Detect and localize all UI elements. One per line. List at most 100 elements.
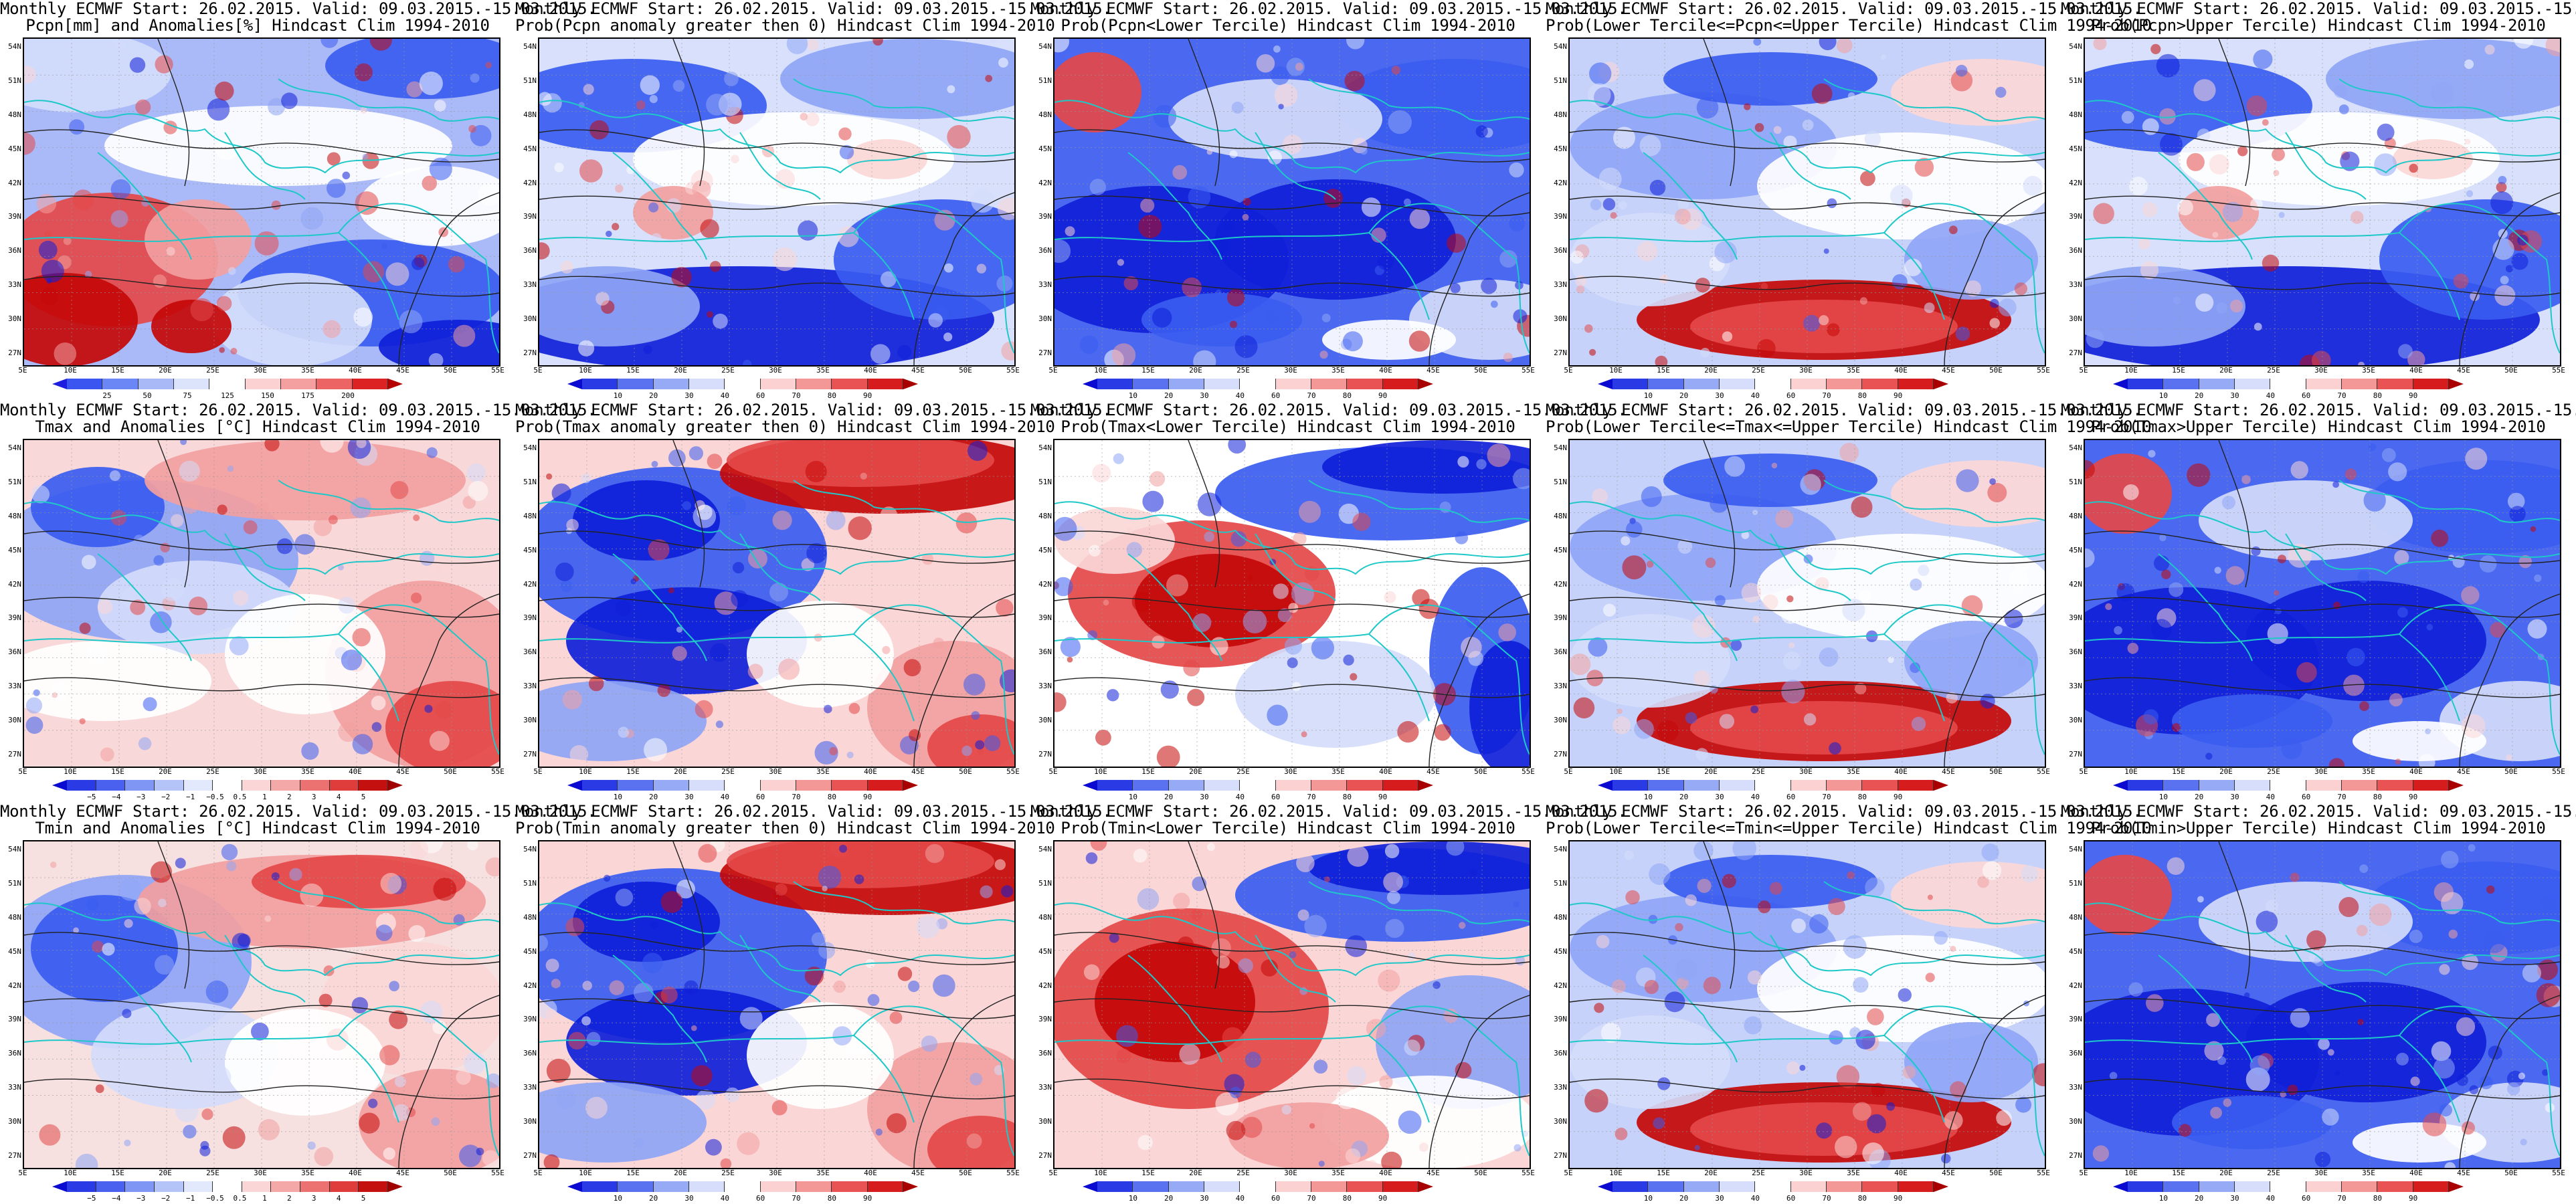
anomaly-speck	[2394, 550, 2409, 565]
anomaly-speck	[2511, 253, 2528, 270]
anomaly-speck	[1677, 539, 1693, 554]
lat-lon-grid	[539, 39, 1014, 365]
latitude-label: 33N	[8, 280, 21, 290]
anomaly-shading	[1690, 701, 1958, 755]
longitude-label: 50E	[1474, 1169, 1487, 1177]
anomaly-speck	[1827, 198, 1837, 209]
latitude-label: 45N	[8, 946, 21, 956]
anomaly-speck	[2527, 619, 2547, 639]
anomaly-speck	[468, 481, 488, 501]
anomaly-speck	[1625, 890, 1640, 905]
colorbar-tick-label: 0.5	[233, 793, 247, 801]
latitude-label: 54N	[2069, 845, 2082, 854]
anomaly-speck	[2507, 492, 2525, 510]
panel-title-line-2: Tmin and Anomalies [°C] Hindcast Clim 19…	[35, 819, 480, 837]
latitude-label: 33N	[523, 1083, 537, 1092]
longitude-label: 5E	[533, 1169, 543, 1177]
anomaly-speck	[1384, 591, 1396, 603]
latitude-label: 51N	[1554, 76, 1567, 85]
anomaly-speck	[456, 1070, 471, 1085]
colorbar-segment	[352, 379, 388, 389]
colorbar-tick-label: 70	[1307, 793, 1316, 801]
anomaly-speck	[254, 231, 279, 256]
latitude-label: 36N	[523, 246, 537, 256]
anomaly-speck	[2274, 590, 2280, 596]
colorbar-tick-label: 80	[827, 793, 836, 801]
anomaly-speck	[2338, 897, 2359, 917]
colorbar-tick-label: 4	[336, 793, 341, 801]
longitude-label: 40E	[1379, 767, 1392, 776]
anomaly-speck	[1946, 692, 1958, 704]
anomaly-speck	[1301, 731, 1307, 738]
longitude-label: 50E	[1989, 767, 2003, 776]
colorbar-segment	[1347, 379, 1383, 389]
anomaly-speck	[2333, 84, 2348, 98]
anomaly-speck	[1602, 603, 1617, 617]
anomaly-speck	[2169, 582, 2184, 597]
anomaly-speck	[2009, 569, 2029, 589]
anomaly-speck	[839, 144, 854, 160]
longitude-label: 20E	[1189, 366, 1202, 375]
anomaly-speck	[1600, 1023, 1621, 1043]
longitude-label: 5E	[1048, 366, 1058, 375]
colorbar-tick-label: 80	[1857, 391, 1867, 400]
anomaly-speck	[1836, 39, 1853, 54]
anomaly-speck	[1864, 130, 1881, 147]
colorbar-tick-label: 90	[2409, 391, 2418, 400]
anomaly-speck	[1886, 1102, 1895, 1111]
latitude-label: 27N	[1554, 348, 1567, 357]
anomaly-speck	[1206, 148, 1213, 155]
anomaly-speck	[2197, 128, 2211, 142]
coastline	[1255, 533, 1336, 601]
panel-title-line-1: Monthly ECMWF Start: 26.02.2015. Valid: …	[515, 0, 1112, 18]
latitude-label: 51N	[8, 76, 21, 85]
anomaly-speck	[2425, 728, 2431, 734]
anomaly-speck	[1089, 544, 1101, 557]
colorbar-tick-label: 0.5	[233, 1194, 247, 1203]
anomaly-speck	[409, 841, 429, 859]
anomaly-speck	[1888, 656, 1894, 664]
latitude-label: 36N	[1038, 246, 1052, 256]
contour-line	[24, 530, 499, 564]
anomaly-speck	[1998, 298, 2017, 317]
anomaly-speck	[1902, 1066, 1916, 1079]
colorbar-segment	[832, 1181, 868, 1192]
colorbar-tick-label: 125	[221, 391, 234, 400]
anomaly-speck	[846, 751, 854, 759]
contour-line	[24, 195, 499, 217]
anomaly-speck	[2430, 81, 2454, 105]
colorbar-tick-label: 30	[1200, 793, 1209, 801]
anomaly-speck	[671, 267, 692, 288]
anomaly-speck	[826, 510, 846, 530]
coastline	[224, 934, 306, 1003]
colorbar-tick-label: 30	[1200, 391, 1209, 400]
anomaly-speck	[1752, 615, 1760, 623]
anomaly-speck	[2514, 39, 2534, 49]
coastline	[612, 152, 707, 260]
contour-line	[1429, 593, 1530, 767]
colorbar-tick-label: 10	[613, 1194, 622, 1203]
anomaly-speck	[2243, 992, 2250, 999]
anomaly-speck	[2509, 506, 2526, 522]
longitude-label: 50E	[1474, 767, 1487, 776]
latitude-label: 33N	[1554, 280, 1567, 290]
latitude-label: 30N	[2069, 314, 2082, 324]
colorbar: 10 20 30 40 60 70 80 90	[1083, 379, 1433, 400]
latitude-label: 48N	[523, 110, 537, 119]
anomaly-speck	[1085, 852, 1098, 864]
colorbar-segment	[1204, 780, 1240, 791]
anomaly-speck	[355, 191, 379, 215]
map-frame	[538, 840, 1016, 1169]
anomaly-speck	[2359, 864, 2369, 874]
latitude-label: 33N	[1554, 682, 1567, 691]
colorbar-tick-label: 60	[1271, 793, 1281, 801]
anomaly-speck	[352, 734, 373, 755]
latitude-label: 51N	[1038, 878, 1052, 888]
latitude-label: 30N	[2069, 716, 2082, 725]
anomaly-speck	[2109, 1072, 2118, 1080]
colorbar-max-arrow	[1934, 379, 1948, 389]
latitude-label: 39N	[1038, 613, 1052, 623]
anomaly-speck	[118, 878, 142, 901]
longitude-label: 15E	[2172, 366, 2185, 375]
anomaly-speck	[990, 39, 998, 43]
